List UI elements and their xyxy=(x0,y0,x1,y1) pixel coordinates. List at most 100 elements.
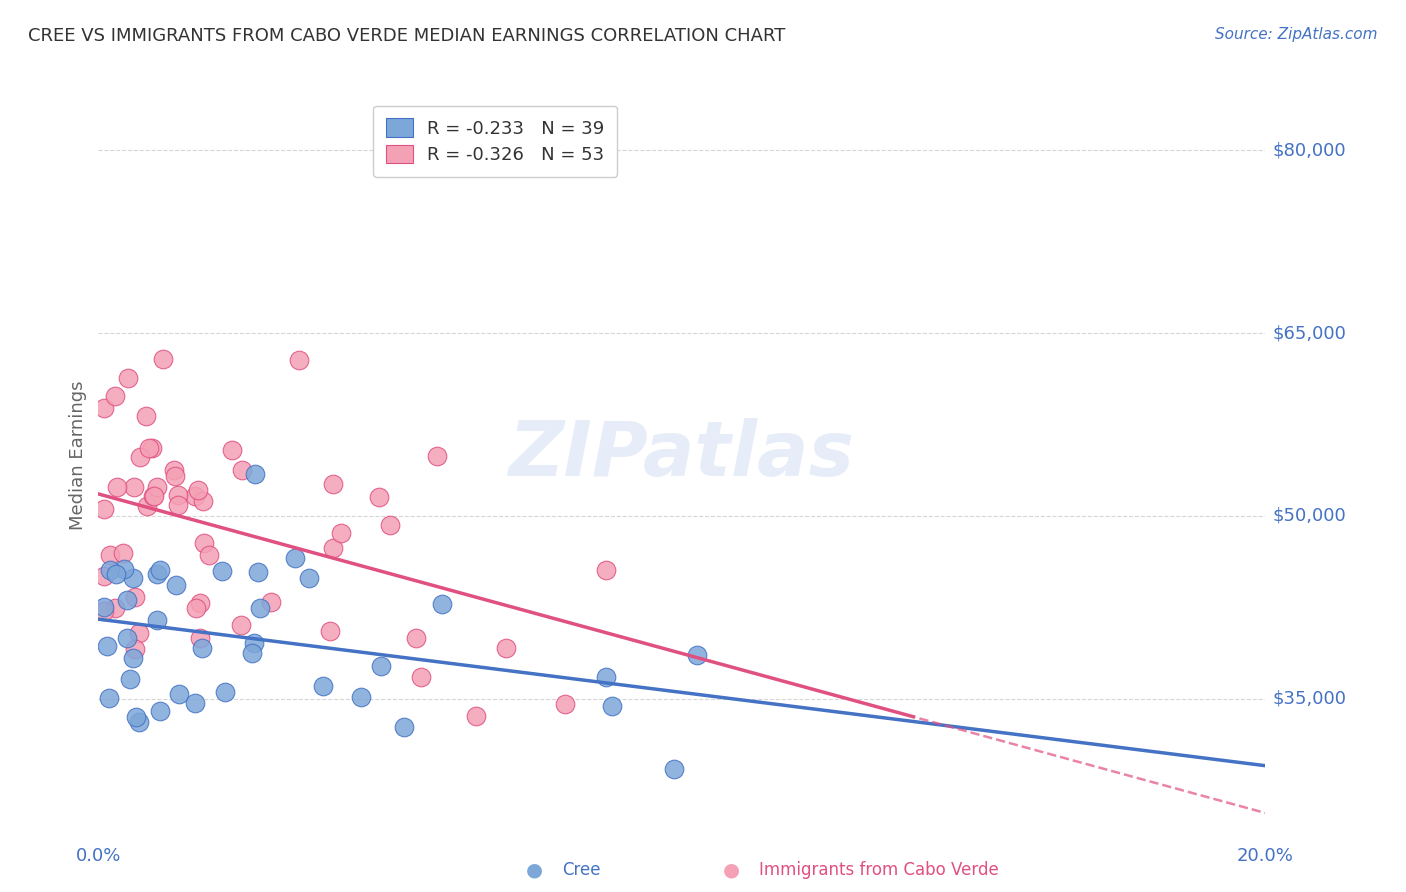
Point xyxy=(104,566,127,581)
Point xyxy=(193,536,215,550)
Point xyxy=(186,601,208,615)
Point xyxy=(595,563,617,577)
Text: $50,000: $50,000 xyxy=(1272,507,1346,524)
Point xyxy=(322,477,344,491)
Text: Source: ZipAtlas.com: Source: ZipAtlas.com xyxy=(1215,27,1378,42)
Point xyxy=(93,501,115,516)
Point xyxy=(380,518,402,533)
Text: Immigrants from Cabo Verde: Immigrants from Cabo Verde xyxy=(759,861,1000,879)
Text: $35,000: $35,000 xyxy=(1272,690,1347,707)
Point xyxy=(135,409,157,423)
Point xyxy=(146,480,169,494)
Point xyxy=(149,562,172,576)
Point xyxy=(142,490,165,504)
Text: ●: ● xyxy=(723,860,740,880)
Text: Cree: Cree xyxy=(562,861,600,879)
Point xyxy=(184,489,207,503)
Point xyxy=(143,489,166,503)
Point xyxy=(96,639,118,653)
Point xyxy=(221,443,243,458)
Point xyxy=(260,594,283,608)
Text: $80,000: $80,000 xyxy=(1272,141,1346,159)
Point xyxy=(686,648,709,663)
Point xyxy=(426,449,449,463)
Point xyxy=(245,467,267,481)
Text: 0.0%: 0.0% xyxy=(76,847,121,865)
Point xyxy=(184,696,207,710)
Point xyxy=(191,494,214,508)
Point xyxy=(93,401,115,416)
Point xyxy=(312,679,335,693)
Point xyxy=(136,499,159,513)
Point xyxy=(368,490,391,504)
Point xyxy=(120,672,142,686)
Point xyxy=(197,548,219,562)
Point xyxy=(187,483,209,497)
Point xyxy=(191,640,214,655)
Point xyxy=(370,659,392,673)
Point xyxy=(124,590,146,604)
Point xyxy=(430,598,453,612)
Text: $65,000: $65,000 xyxy=(1272,324,1347,342)
Point xyxy=(104,600,127,615)
Point xyxy=(409,670,432,684)
Point xyxy=(319,624,342,639)
Point xyxy=(112,546,135,560)
Point xyxy=(104,389,127,403)
Point xyxy=(392,720,415,734)
Point xyxy=(98,563,121,577)
Point xyxy=(247,565,270,579)
Point xyxy=(166,488,188,502)
Point xyxy=(249,601,271,615)
Point xyxy=(97,691,120,706)
Point xyxy=(231,618,253,632)
Point xyxy=(165,469,187,483)
Point xyxy=(122,650,145,665)
Point xyxy=(214,685,236,699)
Point xyxy=(117,593,139,607)
Point xyxy=(662,762,685,776)
Point xyxy=(128,625,150,640)
Point xyxy=(465,709,488,723)
Point xyxy=(298,571,321,585)
Point xyxy=(595,671,617,685)
Text: 20.0%: 20.0% xyxy=(1237,847,1294,865)
Point xyxy=(554,697,576,711)
Point xyxy=(162,463,184,477)
Point xyxy=(284,550,307,565)
Point xyxy=(105,480,128,494)
Point xyxy=(125,710,148,724)
Point xyxy=(117,371,139,385)
Point xyxy=(405,631,427,645)
Point xyxy=(98,548,121,562)
Point xyxy=(93,568,115,582)
Point xyxy=(602,699,624,714)
Point xyxy=(495,640,517,655)
Point xyxy=(146,613,169,627)
Point xyxy=(122,480,145,494)
Point xyxy=(128,715,150,730)
Point xyxy=(231,463,253,477)
Point xyxy=(138,441,160,455)
Point xyxy=(128,450,150,464)
Point xyxy=(211,564,233,578)
Point xyxy=(329,526,352,541)
Point xyxy=(112,562,135,576)
Point xyxy=(322,541,344,555)
Point xyxy=(121,570,143,584)
Point xyxy=(166,499,188,513)
Point xyxy=(350,690,373,704)
Point xyxy=(141,442,163,456)
Point xyxy=(93,600,115,615)
Point xyxy=(240,646,263,660)
Point xyxy=(167,687,190,701)
Point xyxy=(146,566,169,581)
Point xyxy=(93,604,115,618)
Point xyxy=(149,704,172,718)
Point xyxy=(165,578,187,592)
Point xyxy=(288,352,311,367)
Text: ●: ● xyxy=(526,860,543,880)
Legend: R = -0.233   N = 39, R = -0.326   N = 53: R = -0.233 N = 39, R = -0.326 N = 53 xyxy=(373,105,617,177)
Point xyxy=(188,596,211,610)
Point xyxy=(117,631,139,645)
